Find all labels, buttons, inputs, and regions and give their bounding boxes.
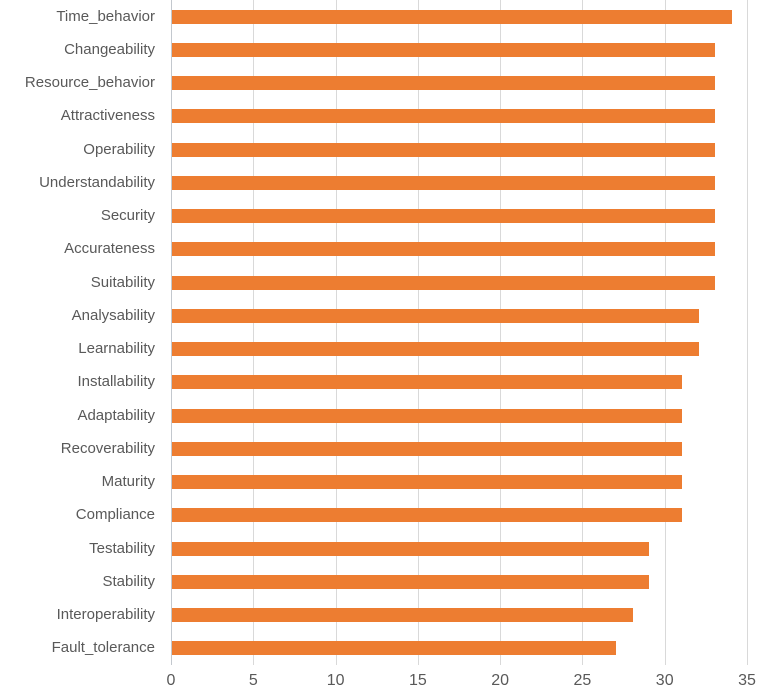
category-label: Adaptability [77,406,155,424]
category-label: Accurateness [64,240,155,258]
x-tick-label: 15 [408,672,427,689]
category-label: Stability [102,572,155,590]
gridline [747,0,748,665]
bar [172,641,617,656]
bar [172,76,716,91]
category-label: Maturity [101,473,155,491]
bar [172,109,716,124]
bar [172,308,699,323]
category-axis: Time_behavior Changeability Resource_behav… [0,0,171,665]
category-label: Learnability [78,340,155,358]
category-label: Fault_tolerance [51,639,155,657]
bar [172,375,683,390]
bar [172,142,716,157]
bar [172,275,716,290]
bar [172,342,699,357]
category-label: Recoverability [60,439,155,457]
category-label: Time_behavior [56,7,155,25]
category-label: Installability [77,373,155,391]
bar [172,574,650,589]
gridline [335,0,337,665]
category-label: Attractiveness [60,107,155,125]
category-label: Suitability [90,273,155,291]
bar [172,242,716,257]
x-tick-label: 5 [248,672,258,689]
bar [172,608,633,623]
value-axis: 0 5 10 15 20 25 30 35 [167,670,756,694]
bar [172,42,716,57]
x-tick-label: 30 [655,672,674,689]
bar [172,175,716,190]
bar [172,541,650,556]
category-label: Compliance [75,506,155,524]
bar [172,508,683,523]
category-label: Resource_behavior [24,74,155,92]
x-tick-label: 25 [573,672,592,689]
x-tick-label: 10 [326,672,345,689]
gridline [253,0,255,665]
category-label: Changeability [64,40,155,58]
category-label: Testability [89,539,155,557]
x-tick-label: 35 [738,672,756,689]
gridline [500,0,502,665]
gridline [582,0,584,665]
x-tick-label: 0 [166,672,176,689]
gridline [664,0,666,665]
category-label: Security [100,207,155,225]
category-label: Analysability [71,306,155,324]
bar [172,475,683,490]
bar [172,408,683,423]
bar [172,209,716,224]
category-label: Interoperability [56,606,155,624]
bar [172,441,683,456]
category-axis-line [171,0,172,665]
category-label: Understandability [39,173,155,191]
bar [172,9,732,24]
category-label: Operability [83,140,155,158]
plot-area [171,0,748,665]
x-tick-label: 20 [491,672,509,689]
gridline [417,0,419,665]
